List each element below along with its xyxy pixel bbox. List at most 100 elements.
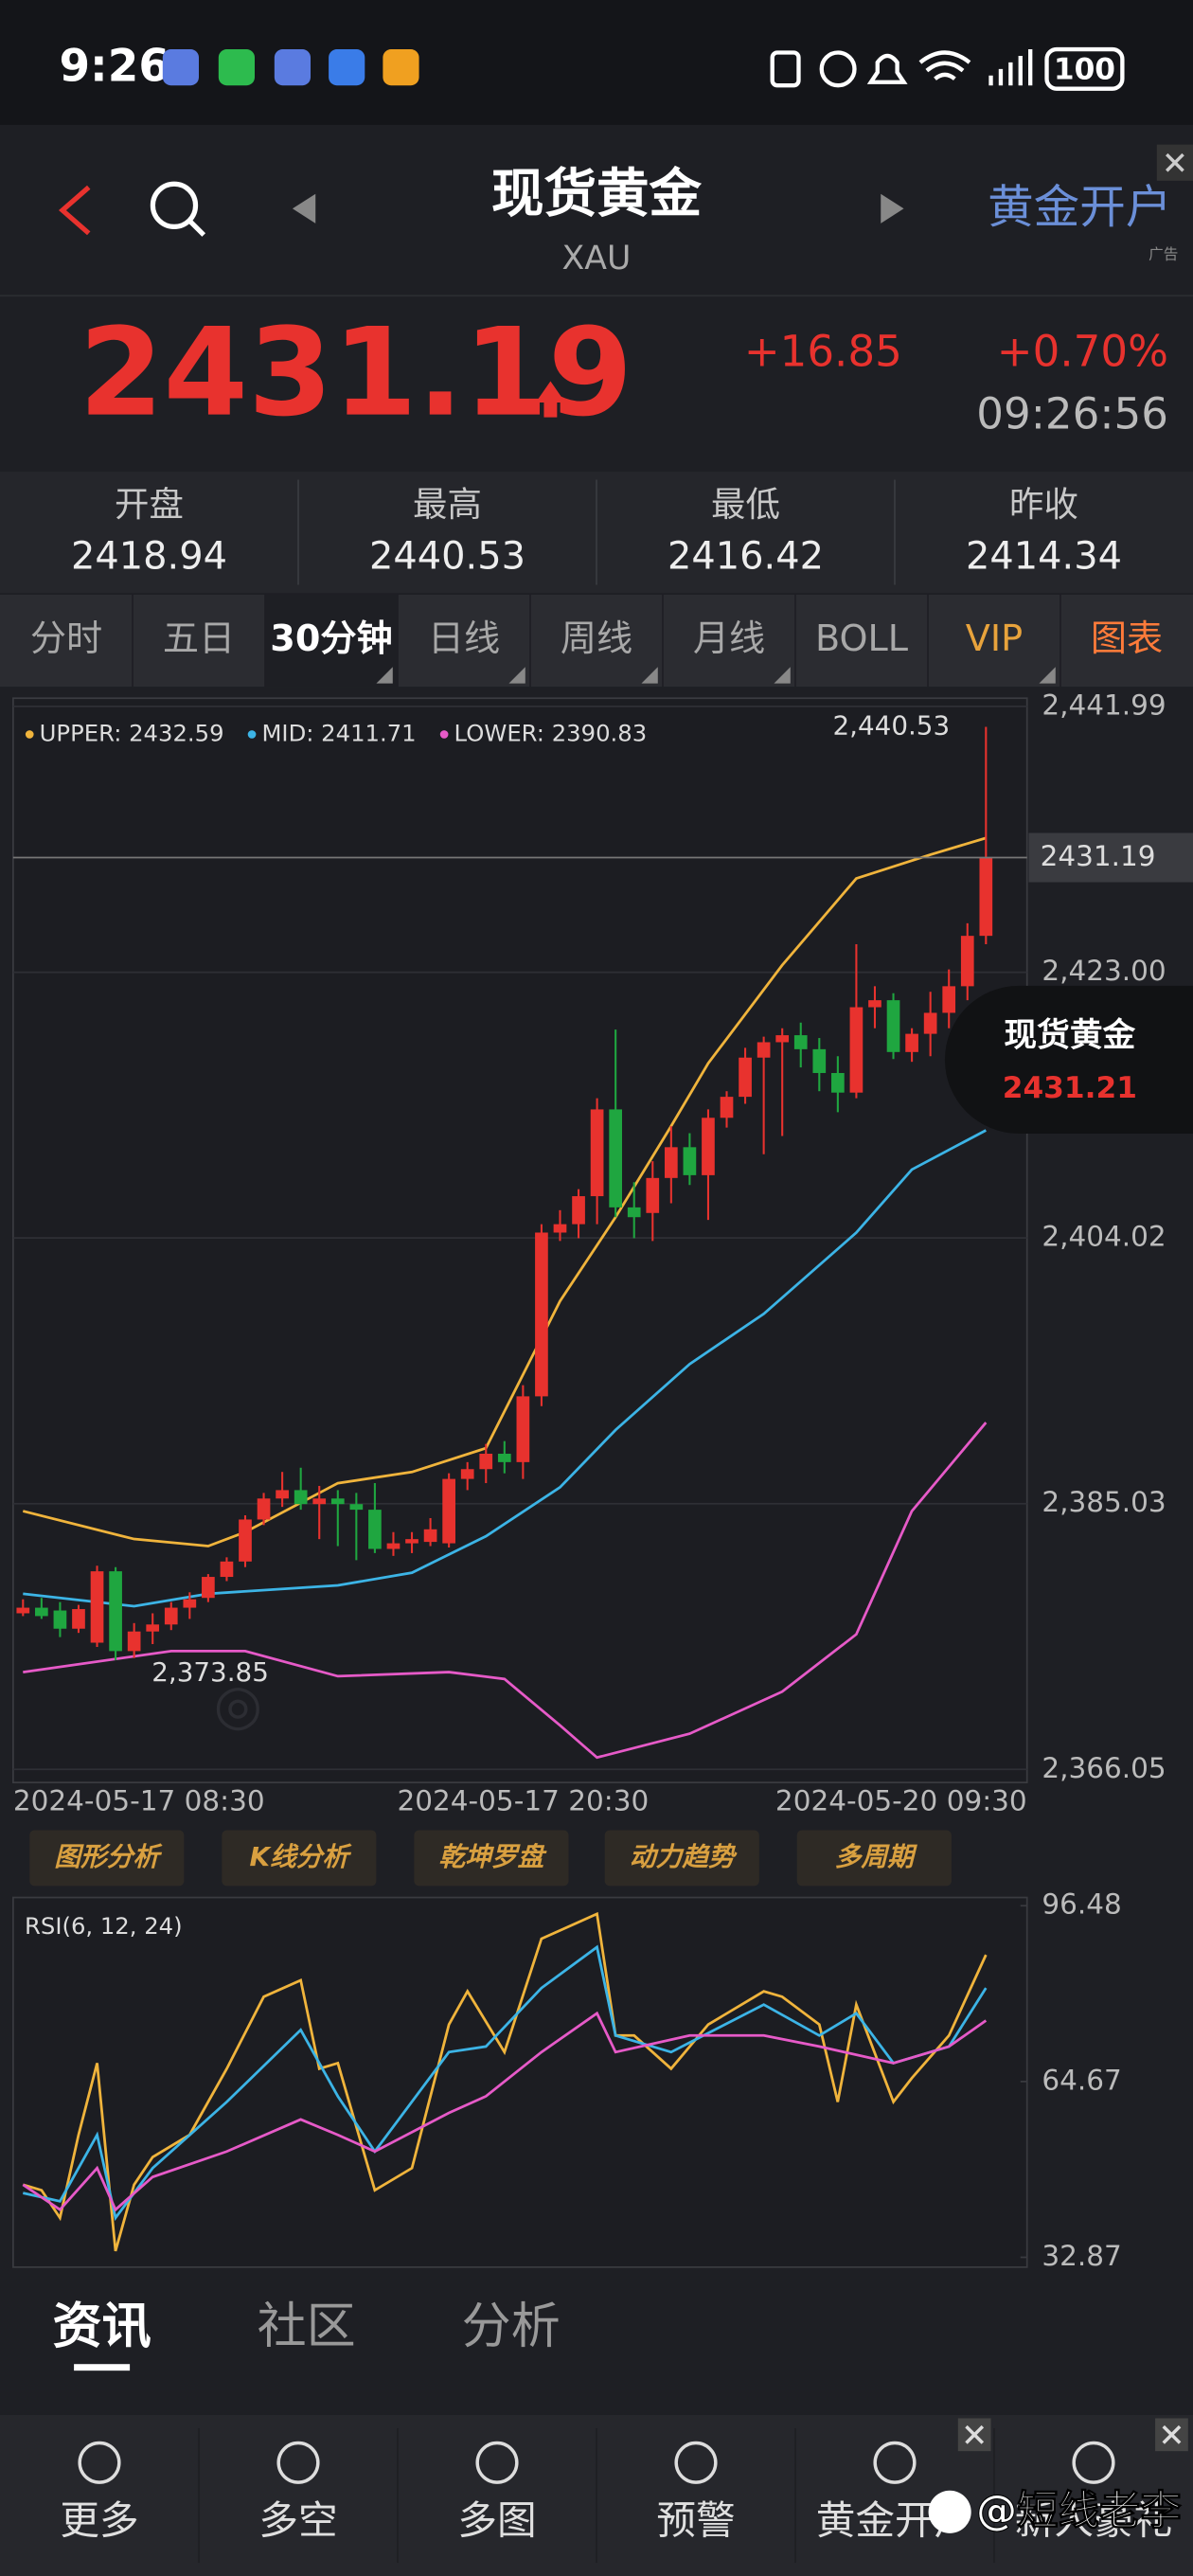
extreme-label: 2,440.53 (833, 710, 951, 742)
legend-dot (25, 730, 34, 739)
candle-body (886, 1000, 900, 1052)
rsi-line (22, 2011, 988, 2212)
boll-line (22, 836, 987, 1547)
nav-label[interactable]: 多图 (457, 2496, 536, 2543)
candle-body (276, 1490, 289, 1499)
back-button[interactable] (58, 185, 91, 236)
legend-dot (247, 730, 257, 739)
content-tab[interactable]: 社区 (258, 2299, 356, 2355)
nav-icon (475, 2441, 519, 2484)
tool-label[interactable]: K线分析 (249, 1841, 352, 1872)
tab[interactable]: BOLL (815, 618, 909, 660)
y-tick-label: 2,366.05 (1042, 1752, 1166, 1784)
tool-label[interactable]: 动力趋势 (630, 1841, 738, 1872)
nav-icon (1072, 2441, 1115, 2484)
tool-button[interactable] (796, 1830, 952, 1887)
candle-body (553, 1224, 567, 1233)
candle-body (405, 1539, 418, 1544)
title: 现货黄金 (491, 163, 703, 224)
candle-body (164, 1607, 178, 1625)
nav-label[interactable]: 新人豪礼 (1015, 2496, 1173, 2543)
candle-body (960, 936, 974, 987)
nav-label[interactable]: 更多 (60, 2496, 138, 2543)
stat-value: 2440.53 (369, 534, 525, 578)
y-tick-label: 2,404.02 (1042, 1221, 1166, 1253)
candle-body (516, 1396, 530, 1462)
nav-label[interactable]: 多空 (258, 2496, 337, 2543)
candle-body (739, 1057, 752, 1098)
tool-button[interactable] (222, 1830, 377, 1887)
tab[interactable]: 分时 (30, 618, 102, 660)
candle-body (220, 1561, 234, 1578)
legend-label: LOWER: 2390.83 (454, 719, 648, 746)
ad-button[interactable]: 黄金开户 (988, 181, 1171, 234)
rsi-line (22, 1911, 988, 2252)
tab-corner (1039, 667, 1056, 684)
chart-title: RSI(6, 12, 24) (25, 1912, 183, 1940)
candle-body (664, 1147, 678, 1178)
search-button[interactable] (150, 181, 206, 237)
nav-label[interactable]: 预警 (656, 2496, 735, 2543)
candle-body (72, 1609, 85, 1629)
content-tab[interactable]: 分析 (462, 2299, 561, 2355)
tab[interactable]: 图表 (1091, 618, 1163, 660)
tool-button[interactable] (414, 1830, 569, 1887)
candle-body (386, 1543, 401, 1549)
tab[interactable]: 月线 (693, 618, 765, 660)
candle-body (849, 1007, 864, 1093)
nav-icon (78, 2441, 121, 2484)
y-tick-label: 96.48 (1042, 1888, 1121, 1921)
candle-body (330, 1498, 345, 1505)
content-tab[interactable]: 资讯 (53, 2299, 151, 2355)
change-pct: +0.70% (997, 327, 1168, 377)
up-arrow (535, 381, 566, 418)
x-tick-label: 2024-05-20 09:30 (775, 1784, 1027, 1816)
candle-body (702, 1118, 715, 1175)
stat-label: 最低 (711, 484, 780, 525)
floating-card-name: 现货黄金 (1004, 1016, 1135, 1055)
stat-label: 最高 (413, 484, 482, 525)
candle-body (202, 1577, 215, 1599)
tool-label[interactable]: 多周期 (835, 1841, 918, 1872)
tab-corner (376, 667, 393, 684)
tool-label[interactable]: 乾坤罗盘 (438, 1841, 546, 1872)
candle-body (109, 1571, 122, 1652)
quote-time: 09:26:56 (976, 389, 1168, 439)
tab[interactable]: VIP (966, 618, 1023, 660)
tab[interactable]: 五日 (163, 618, 235, 660)
candle-body (757, 1042, 771, 1058)
y-tick-label: 2,385.03 (1042, 1486, 1166, 1518)
prev-button[interactable] (292, 193, 316, 224)
candle-body (572, 1196, 585, 1225)
change: +16.85 (744, 327, 902, 377)
tool-button[interactable] (29, 1830, 185, 1887)
tab[interactable]: 日线 (428, 618, 500, 660)
candle-body (868, 1000, 881, 1008)
price-line-label: 2431.19 (1041, 840, 1156, 872)
candle-body (535, 1232, 548, 1397)
rsi-chart-frame (12, 1896, 1028, 2268)
ad-close-x (965, 2424, 985, 2444)
tab[interactable]: 30分钟 (270, 618, 392, 660)
candle-body (127, 1631, 141, 1652)
candle-body (35, 1607, 48, 1617)
legend-label: UPPER: 2432.59 (40, 719, 224, 746)
boll-line (23, 1422, 988, 1760)
candle-body (460, 1469, 474, 1479)
tool-button[interactable] (604, 1830, 759, 1887)
floating-card (944, 985, 1193, 1134)
stat-value: 2418.94 (71, 534, 227, 578)
floating-card-price: 2431.21 (1003, 1071, 1137, 1105)
tab[interactable]: 周线 (561, 618, 632, 660)
candle-body (720, 1097, 734, 1118)
watermark: @短线老李 (976, 2488, 1182, 2535)
stat-value: 2416.42 (668, 534, 824, 578)
candle-body (146, 1624, 160, 1632)
y-tick-label: 32.87 (1042, 2240, 1121, 2272)
tool-label[interactable]: 图形分析 (54, 1841, 163, 1872)
tab-bar (0, 594, 1193, 688)
ad-close[interactable] (1156, 144, 1193, 181)
y-tick-label: 2,441.99 (1042, 689, 1166, 721)
stat-label: 昨收 (1009, 484, 1078, 525)
next-button[interactable] (881, 193, 904, 224)
